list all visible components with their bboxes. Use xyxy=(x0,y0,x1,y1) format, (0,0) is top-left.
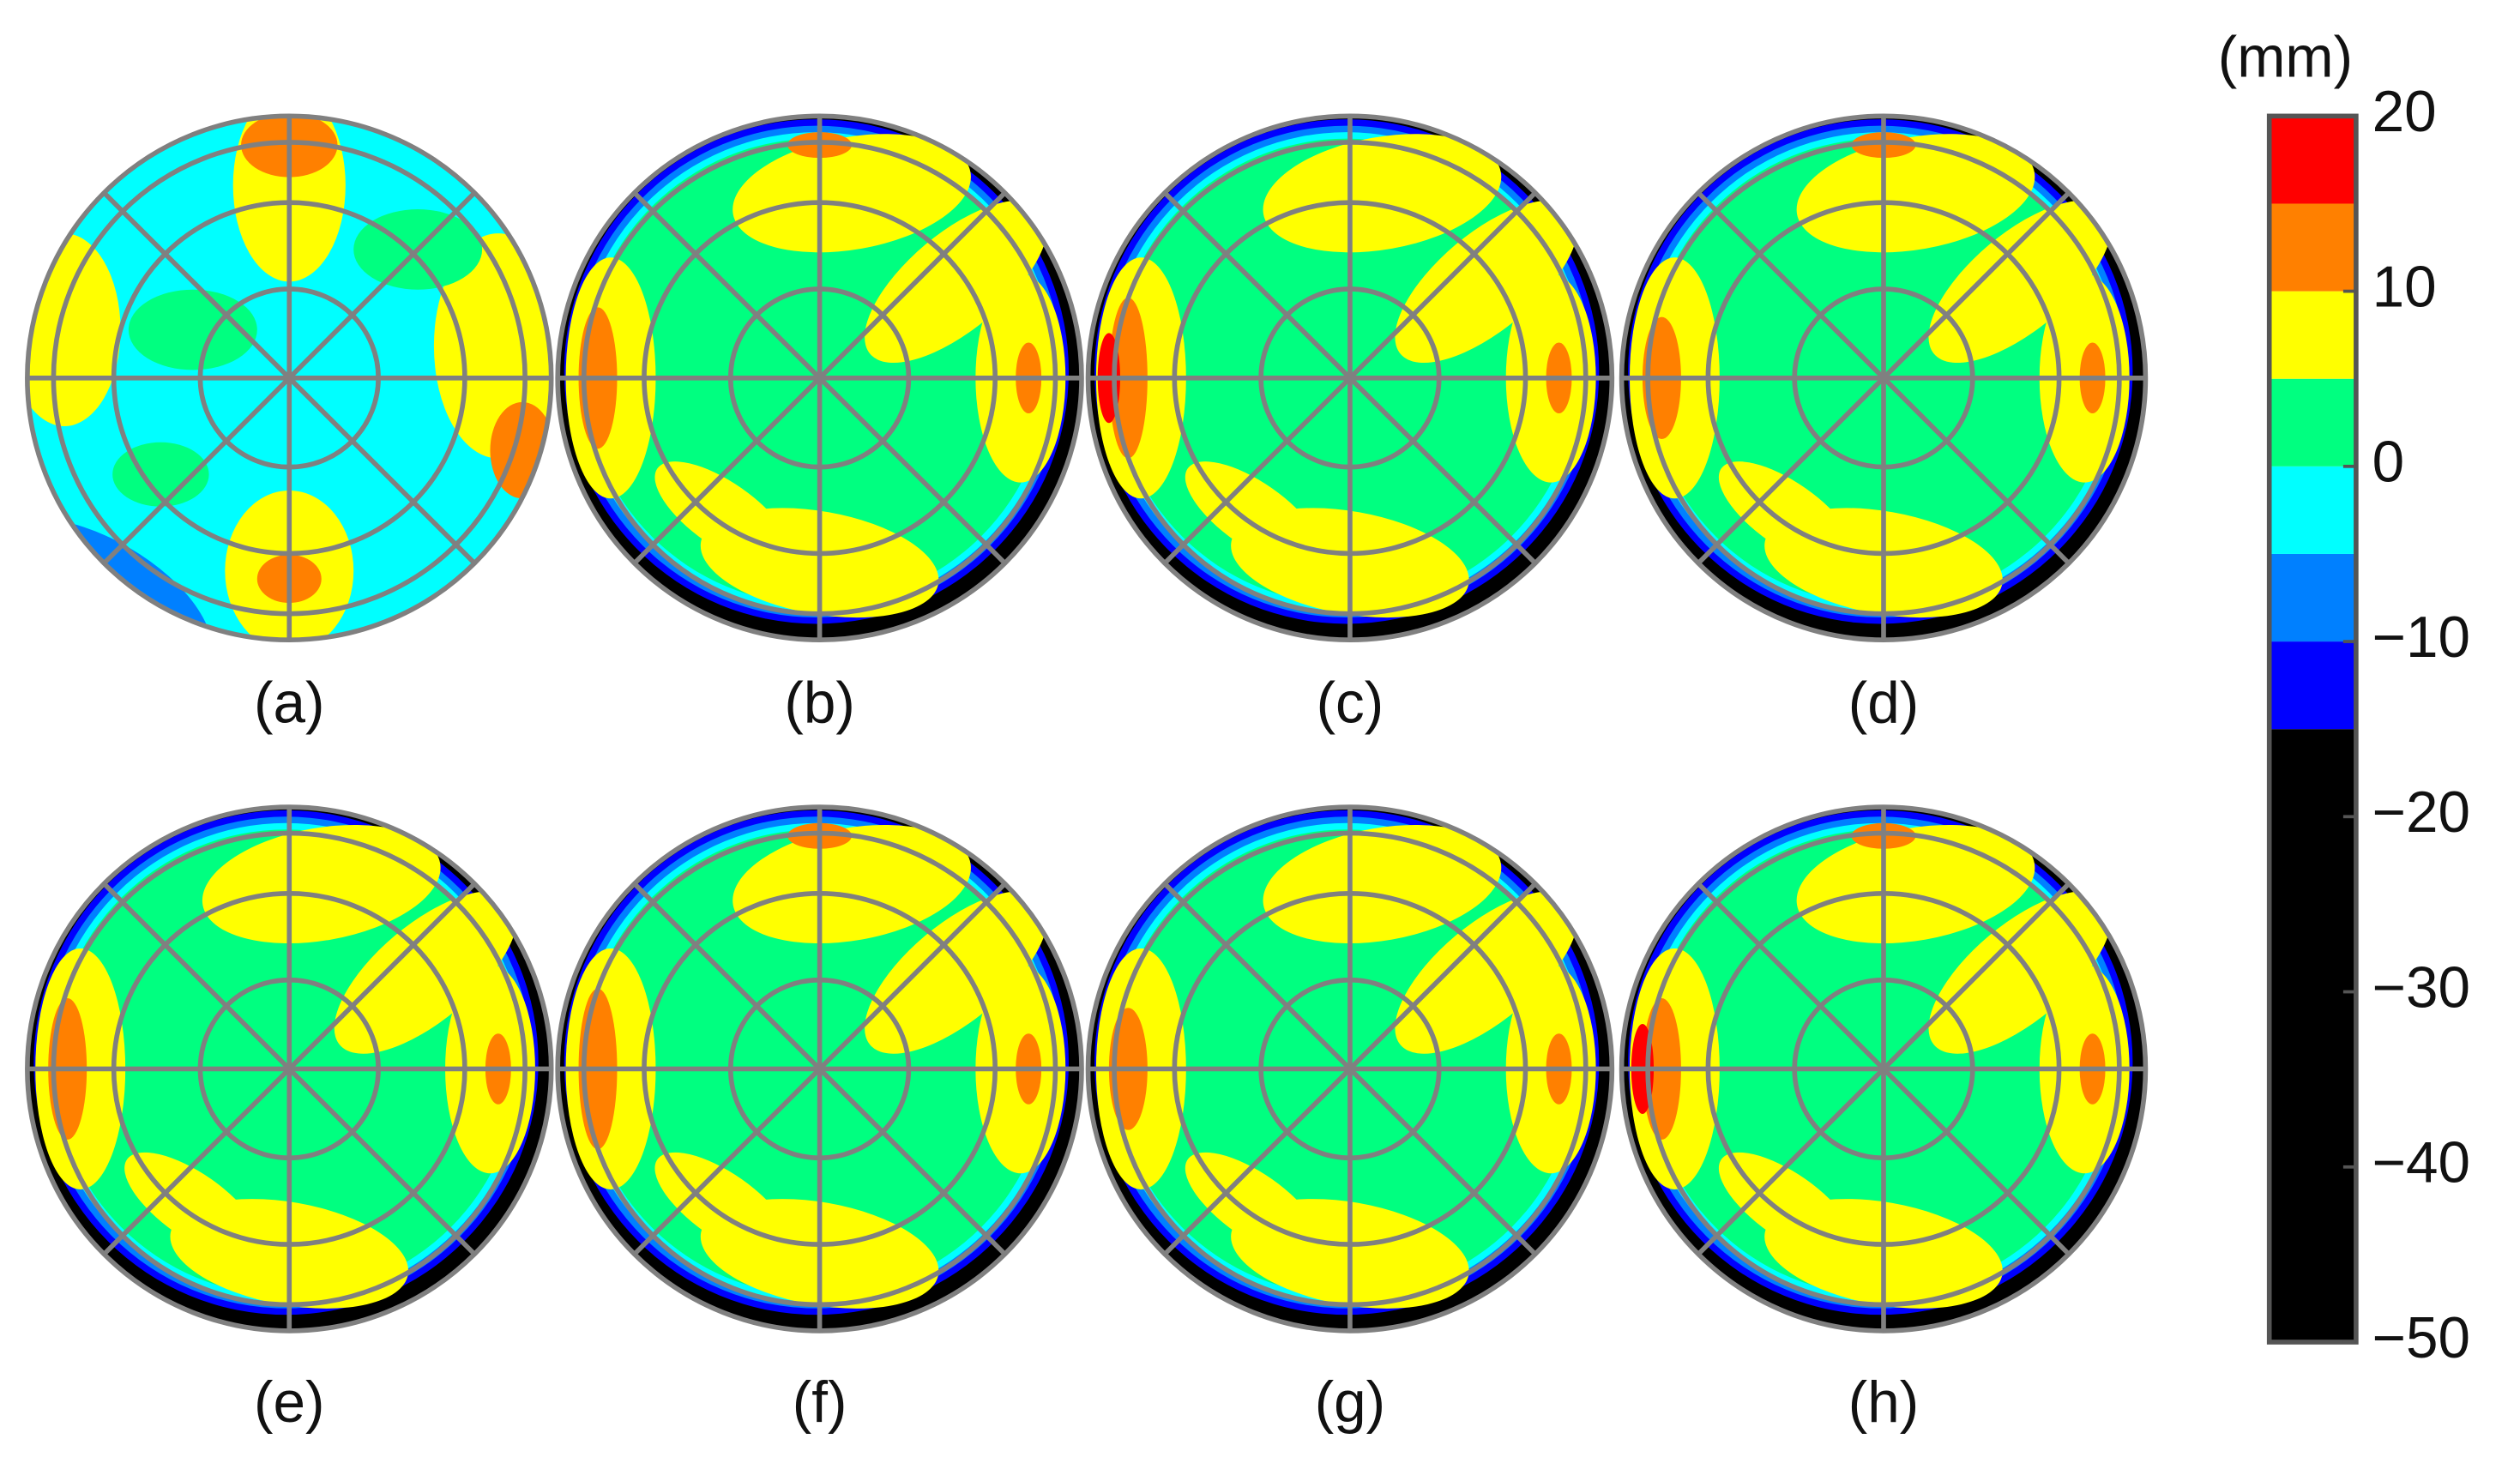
panel-label: (c) xyxy=(1317,671,1384,736)
colorbar-frame xyxy=(2266,113,2359,1345)
contour-region xyxy=(1395,891,1578,1054)
contour-panel xyxy=(555,113,1084,643)
panel-label: (f) xyxy=(793,1370,847,1435)
contour-region xyxy=(1263,134,1502,253)
colorbar-segment xyxy=(2269,116,2356,204)
contour-region xyxy=(1928,891,2113,1054)
contour-region xyxy=(27,233,121,426)
colorbar-segment xyxy=(2269,378,2356,467)
colorbar-tick-label: −20 xyxy=(2372,780,2470,845)
colorbar-tick-label: −50 xyxy=(2372,1306,2470,1370)
panel-label: (h) xyxy=(1848,1370,1919,1435)
colorbar-tick-label: −10 xyxy=(2372,605,2470,670)
contour-region xyxy=(865,200,1048,364)
contour-panel xyxy=(1619,113,2149,643)
colorbar-tick-label: −40 xyxy=(2372,1131,2470,1195)
colorbar-segment xyxy=(2269,553,2356,642)
panel-label: (a) xyxy=(254,671,324,736)
contour-region xyxy=(1796,824,2035,944)
colorbar-segment xyxy=(2269,291,2356,379)
colorbar-segment xyxy=(2269,641,2356,730)
polar-grid-spoke xyxy=(102,190,477,565)
contour-region xyxy=(732,824,971,944)
contour-region xyxy=(112,442,209,507)
contour-region xyxy=(732,134,971,253)
colorbar-segment xyxy=(2269,203,2356,292)
colorbar-tick-label: −30 xyxy=(2372,955,2470,1020)
contour-region xyxy=(1796,134,2035,253)
colorbar-segment xyxy=(2269,466,2356,554)
polar-grid-spoke xyxy=(1697,190,2071,565)
contour-panel xyxy=(1085,804,1615,1334)
contour-region xyxy=(865,891,1048,1054)
contour-region xyxy=(1928,200,2113,364)
contour-region xyxy=(334,891,518,1054)
polar-grid-spoke xyxy=(1162,190,1537,565)
panel-label: (d) xyxy=(1848,671,1919,736)
contour-region xyxy=(128,289,257,370)
contour-region xyxy=(1263,824,1502,944)
contour-panel xyxy=(1085,113,1615,643)
panel-label: (g) xyxy=(1315,1370,1385,1435)
contour-region xyxy=(433,233,552,459)
polar-grid-spoke xyxy=(102,882,477,1256)
panel-label: (e) xyxy=(254,1370,324,1435)
contour-panel xyxy=(25,113,554,643)
contour-region xyxy=(1395,200,1578,364)
polar-grid-spoke xyxy=(632,882,1007,1256)
contour-region xyxy=(202,824,441,944)
polar-grid-spoke xyxy=(1162,882,1537,1256)
colorbar-tick-label: 10 xyxy=(2372,255,2437,319)
colorbar-tick-label: 0 xyxy=(2372,430,2405,495)
contour-panel xyxy=(555,804,1084,1334)
colorbar-segment xyxy=(2269,729,2356,1343)
polar-grid-spoke xyxy=(632,190,1007,565)
contour-panel xyxy=(1619,804,2149,1334)
polar-grid-spoke xyxy=(1697,882,2071,1256)
contour-fill xyxy=(27,116,552,641)
panel-label: (b) xyxy=(784,671,854,736)
colorbar-tick-label: 20 xyxy=(2372,80,2437,144)
colorbar-label: (mm) xyxy=(2218,25,2353,89)
contour-panel xyxy=(25,804,554,1334)
